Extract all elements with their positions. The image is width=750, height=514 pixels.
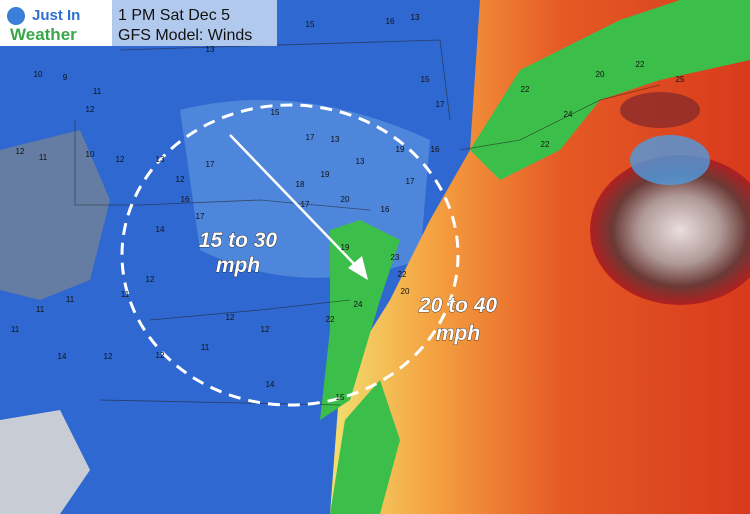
arrow-head <box>348 256 368 280</box>
direction-arrow <box>229 134 359 269</box>
wind-label: 11 <box>121 290 130 299</box>
wind-label: 15 <box>271 108 280 117</box>
wind-label: 12 <box>116 155 125 164</box>
wind-label: 18 <box>296 180 305 189</box>
wind-label: 13 <box>356 157 365 166</box>
header-model: GFS Model: Winds <box>118 27 252 44</box>
wind-label: 16 <box>181 195 190 204</box>
wind-label: 17 <box>196 212 205 221</box>
wind-label: 15 <box>336 393 345 402</box>
wind-label: 22 <box>326 315 335 324</box>
wind-label: 9 <box>63 73 68 82</box>
annotation: 20 to 40 <box>418 294 498 317</box>
calm-area <box>0 130 110 300</box>
wind-label: 17 <box>306 133 315 142</box>
wind-label: 22 <box>636 60 645 69</box>
logo-text: Weather <box>10 25 77 44</box>
wind-label: 12 <box>86 105 95 114</box>
wind-label: 23 <box>391 253 400 262</box>
moderate-wind-area <box>470 0 750 180</box>
wind-label: 22 <box>541 140 550 149</box>
wind-core <box>620 92 700 128</box>
wind-label: 16 <box>431 145 440 154</box>
wind-label: 11 <box>66 295 75 304</box>
wind-label: 19 <box>341 243 350 252</box>
wind-label: 17 <box>206 160 215 169</box>
header-time: 1 PM Sat Dec 5 <box>118 7 230 24</box>
wind-label: 10 <box>86 150 95 159</box>
wind-label: 13 <box>331 135 340 144</box>
calm-area <box>0 410 90 514</box>
wind-label: 16 <box>386 17 395 26</box>
wind-label: 19 <box>321 170 330 179</box>
wind-labels: 9 10 12 11 12 11 10 12 13 12 17 16 17 14 12 11 11 11 11 12 1… <box>11 13 685 402</box>
strong-wind-area <box>330 0 750 514</box>
wind-label: 14 <box>266 380 275 389</box>
area-circle <box>120 103 460 407</box>
wind-label: 17 <box>436 100 445 109</box>
wind-label: 12 <box>104 352 113 361</box>
wind-label: 24 <box>564 110 573 119</box>
wind-label: 11 <box>93 87 102 96</box>
moderate-wind-area <box>330 380 400 514</box>
logo-icon <box>7 7 25 25</box>
logo-text: Just In <box>32 7 80 24</box>
annotation: mph <box>436 322 480 345</box>
annotation: mph <box>216 254 260 277</box>
wind-label: 22 <box>521 85 530 94</box>
wind-label: 12 <box>226 313 235 322</box>
wind-label: 12 <box>261 325 270 334</box>
wind-label: 20 <box>341 195 350 204</box>
wind-label: 22 <box>398 270 407 279</box>
wind-label: 17 <box>301 200 310 209</box>
wind-label: 12 <box>176 175 185 184</box>
wind-label: 12 <box>156 351 165 360</box>
wind-label: 13 <box>156 155 165 164</box>
annotation: 15 to 30 <box>199 229 278 252</box>
wind-label: 14 <box>156 225 165 234</box>
wind-label: 13 <box>206 45 215 54</box>
wind-label: 13 <box>411 13 420 22</box>
wind-label: 11 <box>39 153 48 162</box>
wind-label: 20 <box>401 287 410 296</box>
wind-label: 10 <box>34 70 43 79</box>
wind-label: 20 <box>596 70 605 79</box>
moderate-wind-area <box>320 220 400 420</box>
wind-label: 11 <box>201 343 210 352</box>
wind-label: 24 <box>354 300 363 309</box>
header-box <box>112 0 277 46</box>
wind-label: 12 <box>146 275 155 284</box>
wind-label: 11 <box>36 305 45 314</box>
wind-label: 17 <box>406 177 415 186</box>
wind-label: 15 <box>421 75 430 84</box>
wind-label: 19 <box>396 145 405 154</box>
wind-label: 16 <box>381 205 390 214</box>
wind-label: 11 <box>11 325 20 334</box>
storm-eye-area <box>630 135 710 185</box>
wind-label: 25 <box>676 75 685 84</box>
storm-center <box>590 155 750 305</box>
wind-label: 12 <box>16 147 25 156</box>
wind-label: 14 <box>58 352 67 361</box>
wind-label: 15 <box>306 20 315 29</box>
